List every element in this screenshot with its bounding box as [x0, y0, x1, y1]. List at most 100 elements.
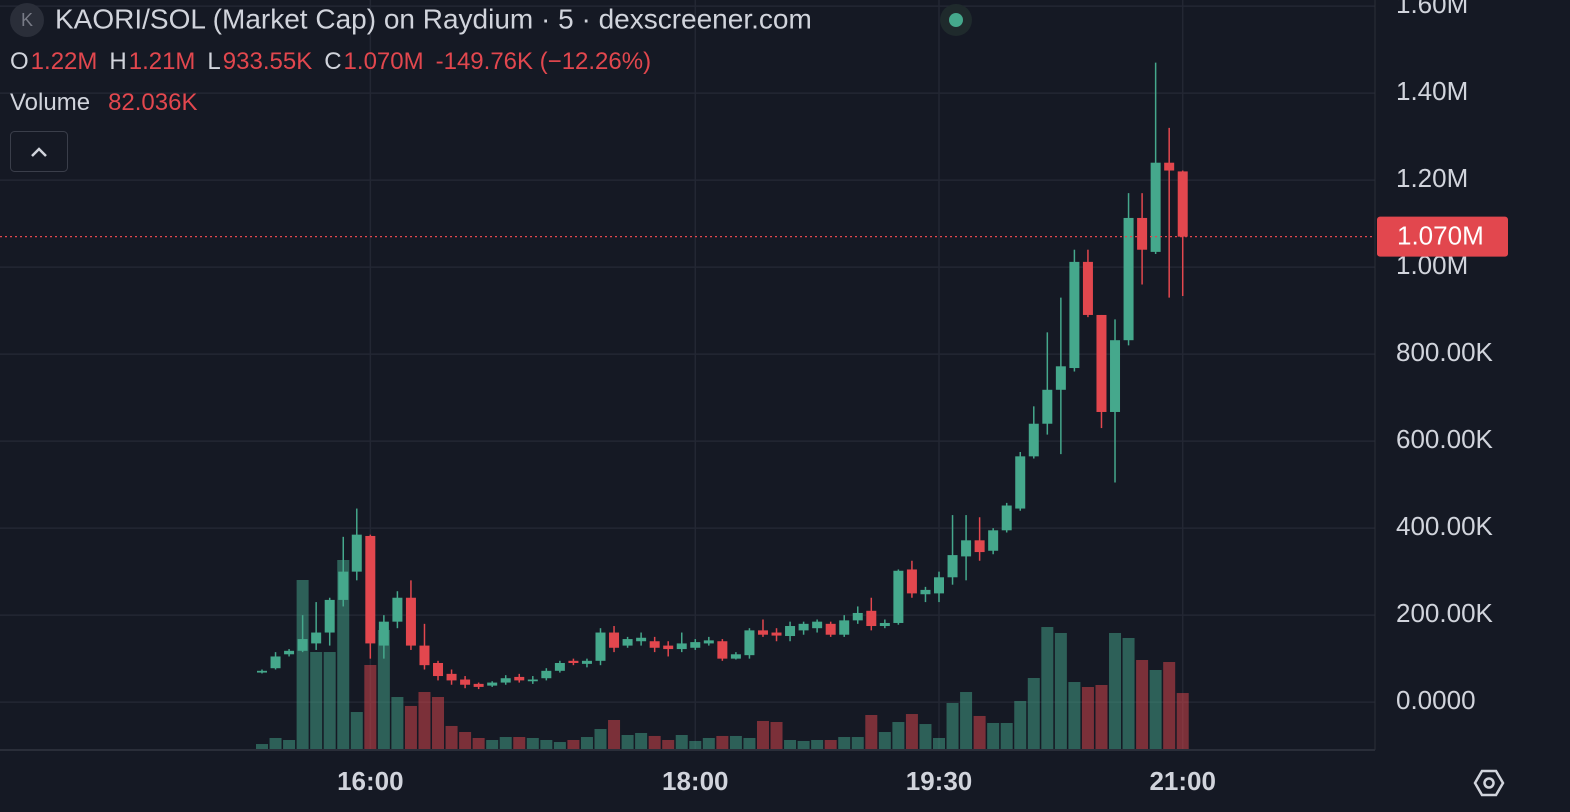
- candle-body: [906, 569, 917, 594]
- volume-bar: [256, 744, 268, 750]
- chart-title: KAORI/SOL (Market Cap) on Raydium · 5 · …: [55, 3, 812, 34]
- candle-body: [405, 597, 416, 646]
- volume-bar: [892, 722, 905, 750]
- ohlc-key: C: [324, 48, 342, 75]
- volume-bar: [797, 740, 810, 750]
- volume-bar: [1163, 662, 1176, 750]
- candle-body: [460, 679, 471, 685]
- candle-body: [554, 662, 565, 671]
- volume-bar: [269, 737, 282, 750]
- volume-bar: [486, 740, 499, 750]
- candle-body: [1177, 171, 1188, 237]
- volume-bar: [377, 630, 390, 750]
- candle-body: [690, 642, 701, 648]
- volume-bar: [580, 737, 593, 750]
- x-tick-label: 18:00: [662, 766, 729, 796]
- candle-body: [649, 641, 660, 648]
- y-tick-label: 1.40M: [1396, 76, 1468, 106]
- candle-body: [622, 639, 633, 646]
- candle-body: [324, 599, 335, 633]
- settings-center: [1483, 777, 1495, 789]
- volume-bar: [594, 729, 607, 750]
- candle-body: [825, 623, 836, 635]
- candle-body: [1042, 389, 1053, 424]
- volume-bar: [1095, 685, 1108, 750]
- candle-body: [284, 650, 295, 655]
- settings-hex: [1473, 769, 1505, 797]
- volume-bar: [987, 722, 1000, 750]
- volume-bar: [1081, 687, 1094, 750]
- y-tick-label: 1.20M: [1396, 163, 1468, 193]
- volume-bar: [1122, 637, 1135, 750]
- candle-body: [1137, 217, 1148, 250]
- volume-bar: [1041, 627, 1054, 750]
- volume-bar: [1014, 700, 1027, 750]
- candle-body: [703, 640, 714, 644]
- volume-header: Volume 82.036K: [10, 89, 197, 117]
- chevron-up: [31, 147, 47, 157]
- volume-bar: [1000, 722, 1013, 750]
- candle-body: [730, 654, 741, 659]
- candle-body: [311, 632, 322, 644]
- candle-body: [771, 632, 782, 636]
- volume-bar: [905, 714, 918, 750]
- volume-bar: [946, 702, 959, 750]
- volume-bar: [824, 740, 837, 750]
- collapse-button[interactable]: [10, 131, 68, 172]
- candle-body: [934, 577, 944, 594]
- volume-bar: [364, 665, 377, 750]
- candle-body: [433, 662, 444, 677]
- candle-body: [785, 626, 796, 637]
- x-tick-label: 21:00: [1149, 766, 1216, 796]
- volume-bar: [310, 652, 323, 750]
- volume-bar: [1054, 632, 1067, 750]
- x-tick-label: 19:30: [906, 766, 973, 796]
- volume-bar: [973, 715, 986, 750]
- volume-bar: [540, 740, 553, 750]
- token-icon: [10, 3, 44, 37]
- volume-bar: [784, 740, 797, 750]
- volume-bar: [1109, 632, 1122, 750]
- candle-body: [581, 660, 592, 664]
- volume-layer: [256, 560, 1189, 750]
- volume-bar: [459, 732, 472, 750]
- volume-bar: [960, 692, 973, 750]
- candle-body: [568, 660, 579, 663]
- candle-body: [378, 621, 389, 646]
- candle-body: [351, 534, 362, 572]
- candle-body: [988, 530, 999, 551]
- ohlc-key: L: [207, 48, 221, 75]
- x-tick-label: 16:00: [337, 766, 404, 796]
- volume-bar: [933, 737, 945, 750]
- volume-bar: [743, 737, 756, 750]
- candle-body: [1055, 366, 1066, 390]
- volume-bar: [675, 735, 688, 750]
- candle-body: [487, 682, 498, 686]
- settings-icon[interactable]: [1473, 769, 1505, 797]
- volume-bar: [662, 740, 675, 750]
- volume-bar: [919, 724, 932, 750]
- volume-bar: [567, 740, 580, 750]
- candle-body: [1110, 340, 1121, 412]
- volume-bar: [418, 692, 431, 750]
- candle-body: [947, 555, 958, 578]
- ohlc-key: H: [109, 48, 127, 75]
- candle-body: [392, 597, 403, 622]
- candle-body: [1015, 456, 1026, 509]
- volume-bar: [716, 735, 729, 750]
- volume-bar: [553, 742, 566, 750]
- volume-bar: [391, 697, 404, 750]
- candle-body: [1001, 505, 1012, 531]
- candle-body: [839, 620, 850, 635]
- volume-bar: [283, 740, 296, 750]
- candle-body: [920, 589, 931, 595]
- candle-body: [527, 679, 538, 682]
- candle-body: [541, 670, 552, 679]
- candle-body: [419, 645, 430, 666]
- volume-bar: [648, 735, 661, 750]
- token-icon-letter: K: [21, 10, 33, 30]
- volume-bar: [756, 720, 769, 750]
- candle-body: [798, 623, 809, 631]
